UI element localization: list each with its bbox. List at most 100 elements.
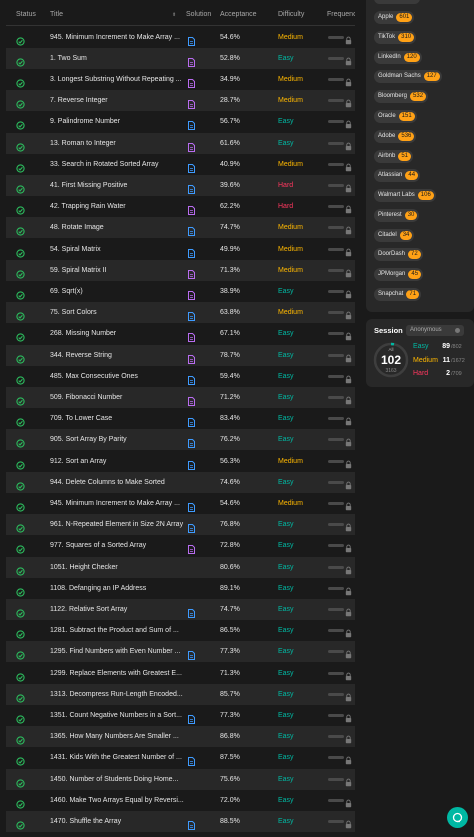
problem-title[interactable]: 485. Max Consecutive Ones — [50, 372, 138, 380]
problem-row[interactable]: 1351. Count Negative Numbers in a Sort..… — [6, 704, 355, 729]
problem-row[interactable]: 1431. Kids With the Greatest Number of .… — [6, 747, 355, 771]
solution-icon[interactable] — [188, 117, 195, 135]
company-tag[interactable]: Bloomberg 532 — [374, 90, 429, 103]
problem-title[interactable]: 13. Roman to Integer — [50, 139, 116, 147]
problem-row[interactable]: 75. Sort Colors 63.8% Medium — [6, 302, 355, 326]
solution-icon[interactable] — [188, 753, 195, 771]
solution-icon[interactable] — [188, 457, 195, 475]
solution-icon[interactable] — [188, 33, 195, 51]
problem-title[interactable]: 509. Fibonacci Number — [50, 393, 123, 401]
problem-row[interactable]: 509. Fibonacci Number 71.2% Easy — [6, 386, 355, 409]
help-button[interactable] — [447, 807, 468, 828]
problem-row[interactable]: 961. N-Repeated Element in Size 2N Array… — [6, 514, 355, 538]
problem-title[interactable]: 75. Sort Colors — [50, 309, 97, 317]
problem-title[interactable]: 54. Spiral Matrix — [50, 245, 101, 253]
problem-row[interactable]: 1. Two Sum 52.8% Easy — [6, 47, 355, 69]
solution-icon[interactable] — [188, 160, 195, 178]
solution-icon[interactable] — [188, 202, 195, 220]
problem-title[interactable]: 3. Longest Substring Without Repeating .… — [50, 75, 182, 83]
problem-row[interactable]: 54. Spiral Matrix 49.9% Medium — [6, 238, 355, 263]
solution-icon[interactable] — [188, 96, 195, 114]
problem-title[interactable]: 7. Reverse Integer — [50, 97, 108, 105]
problem-row[interactable]: 1460. Make Two Arrays Equal by Reversi..… — [6, 789, 355, 811]
problem-row[interactable]: 41. First Missing Positive 39.6% Hard — [6, 174, 355, 199]
problem-row[interactable]: 945. Minimum Increment to Make Array ...… — [6, 492, 355, 517]
problem-title[interactable]: 344. Reverse String — [50, 351, 112, 359]
problem-row[interactable]: 13. Roman to Integer 61.6% Easy — [6, 132, 355, 157]
solution-icon[interactable] — [188, 308, 195, 326]
problem-title[interactable]: 1460. Make Two Arrays Equal by Reversi..… — [50, 796, 184, 804]
company-tag[interactable]: TikTok 310 — [374, 31, 417, 44]
problem-title[interactable]: 1431. Kids With the Greatest Number of .… — [50, 754, 182, 762]
solution-icon[interactable] — [188, 287, 195, 305]
problem-row[interactable]: 48. Rotate Image 74.7% Medium — [6, 217, 355, 241]
solution-icon[interactable] — [188, 139, 195, 157]
problem-title[interactable]: 1313. Decompress Run-Length Encoded... — [50, 690, 183, 698]
problem-title[interactable]: 709. To Lower Case — [50, 415, 113, 423]
solution-icon[interactable] — [188, 329, 195, 347]
problem-row[interactable]: 1313. Decompress Run-Length Encoded... 85… — [6, 683, 355, 705]
problem-title[interactable]: 1. Two Sum — [50, 54, 87, 62]
problem-title[interactable]: 945. Minimum Increment to Make Array ... — [50, 499, 180, 507]
problem-title[interactable]: 48. Rotate Image — [50, 224, 104, 232]
problem-row[interactable]: 905. Sort Array By Parity 76.2% Easy — [6, 429, 355, 453]
problem-title[interactable]: 41. First Missing Positive — [50, 181, 128, 189]
solution-icon[interactable] — [188, 75, 195, 93]
solution-icon[interactable] — [188, 435, 195, 453]
solution-icon[interactable] — [188, 605, 195, 623]
problem-row[interactable]: 945. Minimum Increment to Make Array ...… — [6, 26, 355, 51]
problem-title[interactable]: 42. Trapping Rain Water — [50, 203, 126, 211]
problem-row[interactable]: 1299. Replace Elements with Greatest E..… — [6, 662, 355, 684]
problem-row[interactable]: 1365. How Many Numbers Are Smaller ... 86… — [6, 726, 355, 748]
company-tag[interactable]: Snapchat 71 — [374, 288, 422, 301]
company-tag[interactable]: DoorDash 72 — [374, 248, 423, 261]
problem-title[interactable]: 1122. Relative Sort Array — [50, 605, 128, 613]
solution-icon[interactable] — [188, 266, 195, 284]
company-tag[interactable]: LinkedIn 120 — [374, 51, 422, 64]
company-tag[interactable]: Goldman Sachs 127 — [374, 70, 442, 83]
problem-row[interactable]: 42. Trapping Rain Water 62.2% Hard — [6, 196, 355, 220]
problem-row[interactable]: 9. Palindrome Number 56.7% Easy — [6, 111, 355, 135]
problem-row[interactable]: 1108. Defanging an IP Address 89.1% Easy — [6, 577, 355, 599]
problem-title[interactable]: 1299. Replace Elements with Greatest E..… — [50, 669, 182, 677]
problem-title[interactable]: 1450. Number of Students Doing Home... — [50, 775, 179, 783]
problem-row[interactable]: 944. Delete Columns to Make Sorted 74.6% E… — [6, 471, 355, 493]
problem-row[interactable]: 3. Longest Substring Without Repeating .… — [6, 68, 355, 93]
problem-row[interactable]: 912. Sort an Array 56.3% Medium — [6, 450, 355, 475]
problem-title[interactable]: 1295. Find Numbers with Even Number ... — [50, 648, 181, 656]
company-tag[interactable]: Walmart Labs 106 — [374, 189, 436, 202]
problem-title[interactable]: 59. Spiral Matrix II — [50, 266, 107, 274]
company-tag[interactable]: JPMorgan 45 — [374, 268, 424, 281]
solution-icon[interactable] — [188, 181, 195, 199]
solution-icon[interactable] — [188, 245, 195, 263]
company-tag[interactable]: Citadel 34 — [374, 229, 415, 242]
problem-title[interactable]: 33. Search in Rotated Sorted Array — [50, 160, 159, 168]
problem-title[interactable]: 9. Palindrome Number — [50, 118, 121, 126]
problem-row[interactable]: 1051. Height Checker 80.6% Easy — [6, 556, 355, 578]
problem-row[interactable]: 7. Reverse Integer 28.7% Medium — [6, 90, 355, 114]
problem-row[interactable]: 268. Missing Number 67.1% Easy — [6, 323, 355, 347]
problem-title[interactable]: 905. Sort Array By Parity — [50, 436, 127, 444]
solution-icon[interactable] — [188, 351, 195, 369]
solution-icon[interactable] — [188, 223, 195, 241]
problem-title[interactable]: 977. Squares of a Sorted Array — [50, 542, 147, 550]
solution-icon[interactable] — [188, 647, 195, 665]
problem-row[interactable]: 69. Sqrt(x) 38.9% Easy — [6, 280, 355, 305]
user-select[interactable]: Anonymous — [406, 325, 464, 336]
company-tag[interactable]: Oracle 151 — [374, 110, 417, 123]
company-tag[interactable]: Apple 601 — [374, 11, 415, 24]
problem-row[interactable]: 1295. Find Numbers with Even Number ... 7… — [6, 641, 355, 665]
problem-title[interactable]: 945. Minimum Increment to Make Array ... — [50, 33, 180, 41]
solution-icon[interactable] — [188, 499, 195, 517]
solution-icon[interactable] — [188, 711, 195, 729]
company-tag[interactable]: Pinterest 30 — [374, 209, 420, 222]
problem-row[interactable]: 709. To Lower Case 83.4% Easy — [6, 408, 355, 432]
problem-row[interactable]: 1450. Number of Students Doing Home... 75… — [6, 768, 355, 790]
problem-row[interactable]: 977. Squares of a Sorted Array 72.8% Easy — [6, 535, 355, 557]
problem-row[interactable]: 1470. Shuffle the Array 88.5% Easy — [6, 810, 355, 833]
problem-row[interactable]: 1281. Subtract the Product and Sum of ..… — [6, 620, 355, 642]
problem-row[interactable]: 59. Spiral Matrix II 71.3% Medium — [6, 259, 355, 284]
solution-icon[interactable] — [188, 520, 195, 538]
problem-title[interactable]: 1281. Subtract the Product and Sum of ..… — [50, 627, 179, 635]
solution-icon[interactable] — [188, 414, 195, 432]
